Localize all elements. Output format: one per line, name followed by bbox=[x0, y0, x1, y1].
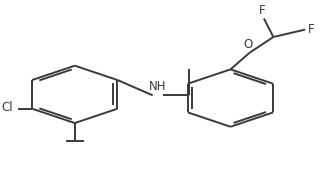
Text: O: O bbox=[243, 38, 253, 51]
Text: F: F bbox=[308, 23, 315, 36]
Text: F: F bbox=[259, 4, 266, 17]
Text: NH: NH bbox=[149, 80, 166, 94]
Text: Cl: Cl bbox=[1, 101, 13, 114]
